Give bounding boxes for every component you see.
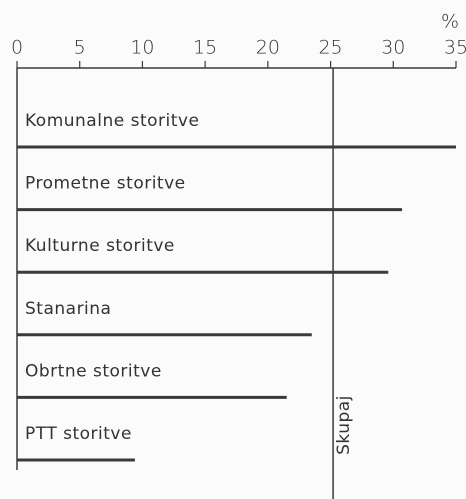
x-tick-label: 15	[193, 37, 217, 59]
x-tick-label: 20	[256, 37, 280, 59]
reference-label: Skupaj	[334, 395, 354, 455]
category-label: Kulturne storitve	[25, 236, 175, 256]
x-tick-label: 5	[74, 37, 86, 59]
x-tick-label: 35	[444, 37, 466, 59]
category-label: PTT storitve	[25, 424, 132, 444]
axis-label: %	[441, 11, 459, 33]
x-tick-label: 10	[130, 37, 154, 59]
category-label: Komunalne storitve	[25, 111, 199, 131]
x-tick-label: 25	[318, 37, 342, 59]
category-label: Prometne storitve	[25, 174, 186, 194]
x-tick-label: 30	[381, 37, 405, 59]
category-label: Stanarina	[25, 299, 111, 319]
category-label: Obrtne storitve	[25, 361, 162, 381]
x-tick-label: 0	[11, 37, 23, 59]
